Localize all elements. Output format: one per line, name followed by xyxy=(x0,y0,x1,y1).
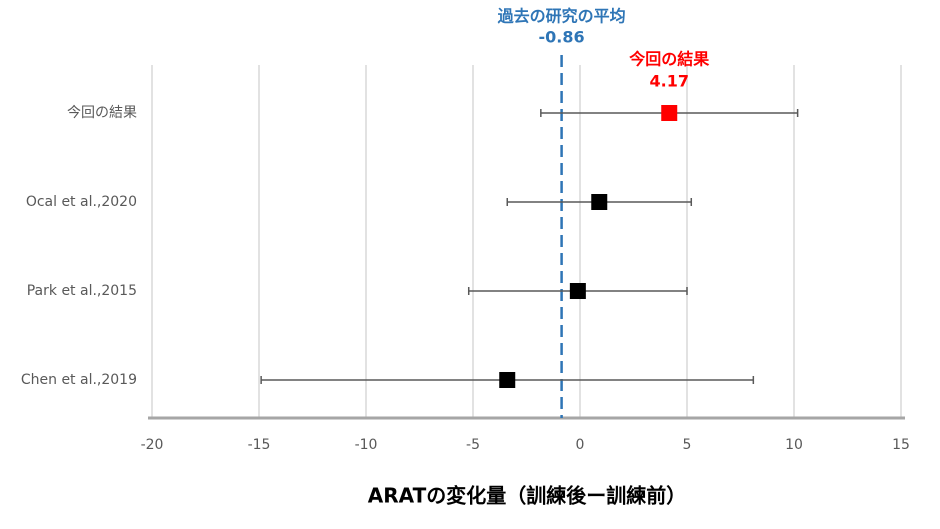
y-tick-label: 今回の結果 xyxy=(67,105,137,121)
y-tick-label: Ocal et al.,2020 xyxy=(26,194,137,210)
marker xyxy=(569,283,586,299)
x-tick-label: -10 xyxy=(355,437,378,453)
marker xyxy=(661,105,678,121)
marker xyxy=(591,194,608,210)
x-axis-title: ARATの変化量（訓練後ー訓練前） xyxy=(368,484,686,508)
x-tick-label: -5 xyxy=(466,437,480,453)
x-tick-label: 5 xyxy=(683,437,692,453)
x-tick-label: -15 xyxy=(248,437,271,453)
highlight-name: 今回の結果 xyxy=(628,50,709,69)
data-label: 4.17 xyxy=(649,72,688,91)
x-tick-label: 0 xyxy=(576,437,585,453)
x-tick-label: -20 xyxy=(141,437,164,453)
x-tick-label: 10 xyxy=(785,437,803,453)
x-tick-label: 15 xyxy=(892,437,910,453)
y-tick-label: Park et al.,2015 xyxy=(27,283,137,299)
y-tick-label: Chen et al.,2019 xyxy=(21,372,137,388)
reference-label: 過去の研究の平均 xyxy=(497,7,626,26)
reference-value: -0.86 xyxy=(539,28,585,47)
marker xyxy=(499,372,516,388)
